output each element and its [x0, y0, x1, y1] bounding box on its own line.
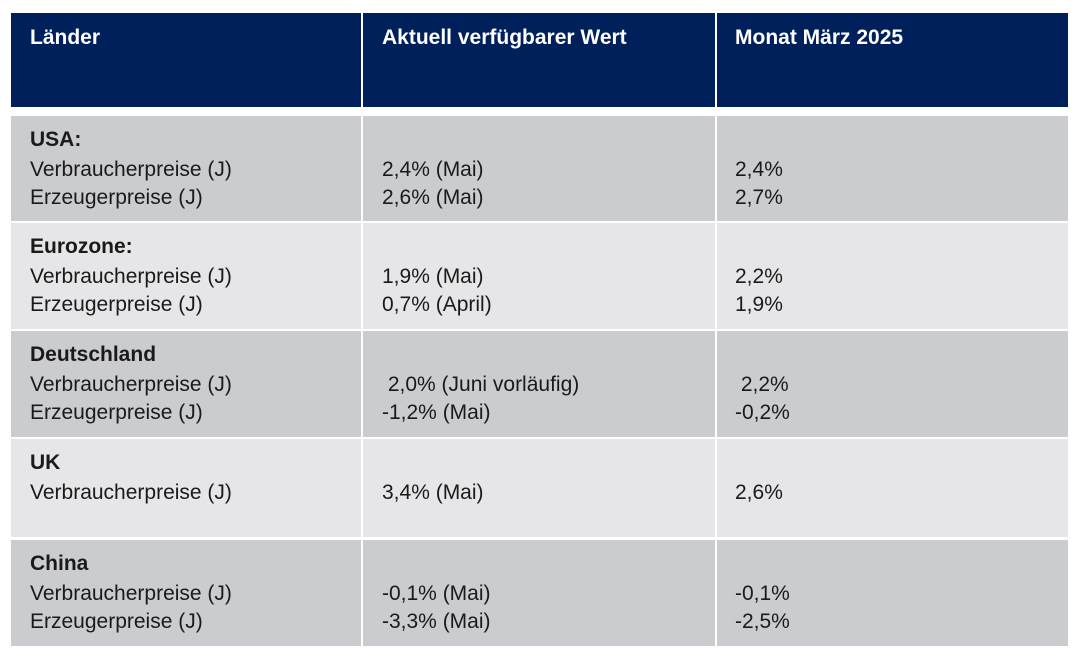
row-cell	[363, 439, 715, 537]
row-cell	[11, 331, 361, 437]
row-cell	[717, 331, 1068, 437]
country-name: Eurozone:	[30, 235, 133, 258]
value: 2,4%	[735, 158, 783, 181]
indicator: Verbraucherpreise (J)	[30, 158, 232, 181]
header-cell	[363, 13, 715, 107]
indicator: Erzeugerpreise (J)	[30, 186, 203, 209]
value: -1,2% (Mai)	[382, 401, 491, 424]
value: -0,1% (Mai)	[382, 582, 491, 605]
row-cell	[363, 116, 715, 221]
row-cell	[717, 116, 1068, 221]
header-cell	[717, 13, 1068, 107]
value: 2,6%	[735, 481, 783, 504]
row-cell	[11, 540, 361, 646]
row-cell	[717, 439, 1068, 537]
indicator: Verbraucherpreise (J)	[30, 373, 232, 396]
country-name: Deutschland	[30, 343, 157, 366]
value: 2,6% (Mai)	[382, 186, 484, 209]
country-name: USA:	[30, 128, 82, 151]
value: 2,7%	[735, 186, 783, 209]
country-name: China	[30, 552, 89, 575]
value: 3,4% (Mai)	[382, 481, 484, 504]
row-cell	[11, 223, 361, 329]
header-text: Monat März 2025	[735, 26, 904, 49]
indicator: Erzeugerpreise (J)	[30, 293, 203, 316]
row-cell	[717, 540, 1068, 646]
header-cell	[11, 13, 361, 107]
value: 1,9% (Mai)	[382, 265, 484, 288]
indicator: Verbraucherpreise (J)	[30, 582, 232, 605]
indicator: Verbraucherpreise (J)	[30, 265, 232, 288]
value: 2,0% (Juni vorläufig)	[382, 373, 580, 396]
value: -0,1%	[735, 582, 790, 605]
row-cell	[717, 223, 1068, 329]
value: 0,7% (April)	[382, 293, 492, 316]
value: 2,2%	[735, 265, 783, 288]
value: 2,4% (Mai)	[382, 158, 484, 181]
row-cell	[363, 540, 715, 646]
indicator: Verbraucherpreise (J)	[30, 481, 232, 504]
value: 2,2%	[735, 373, 789, 396]
value: -3,3% (Mai)	[382, 610, 491, 633]
value: 1,9%	[735, 293, 783, 316]
value: -2,5%	[735, 610, 790, 633]
header-text: Aktuell verfügbarer Wert	[382, 26, 627, 49]
indicator: Erzeugerpreise (J)	[30, 610, 203, 633]
indicator: Erzeugerpreise (J)	[30, 401, 203, 424]
header-text: Länder	[30, 26, 101, 49]
row-cell	[11, 439, 361, 537]
country-name: UK	[30, 451, 61, 474]
value: -0,2%	[735, 401, 790, 424]
row-cell	[363, 331, 715, 437]
row-cell	[11, 116, 361, 221]
row-cell	[363, 223, 715, 329]
